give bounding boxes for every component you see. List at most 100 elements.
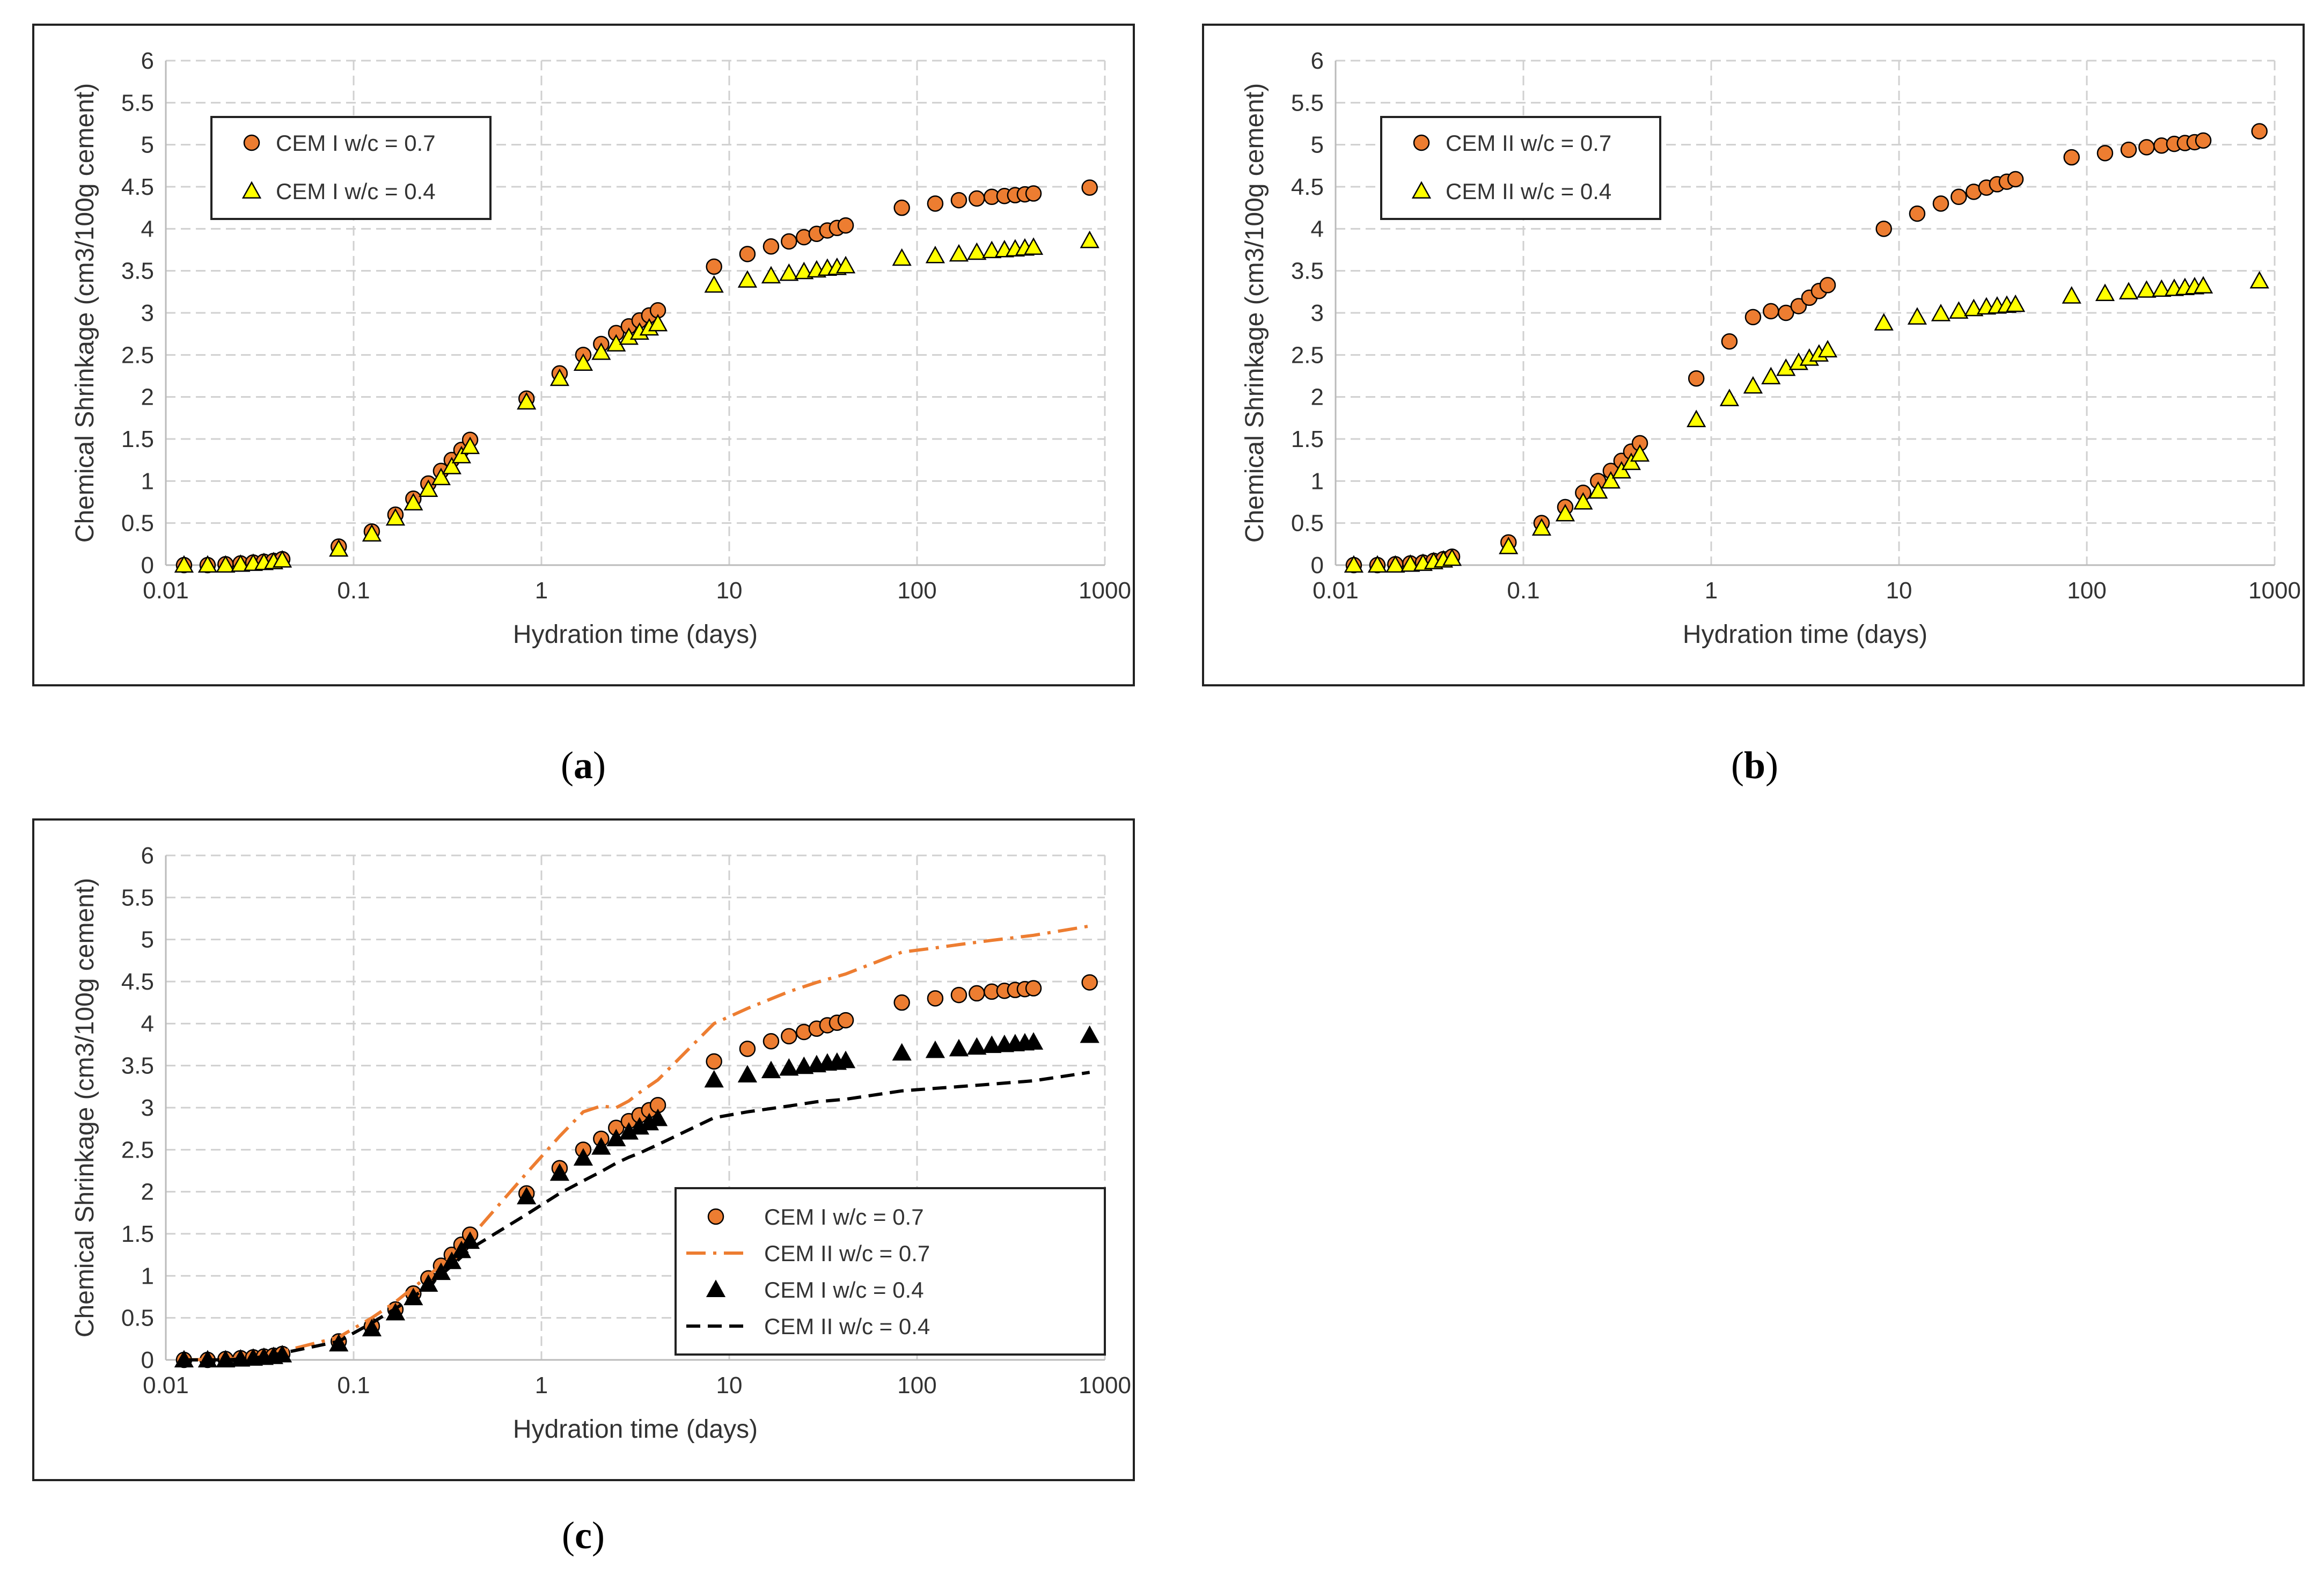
data-point bbox=[2062, 286, 2081, 304]
data-point bbox=[1367, 555, 1388, 573]
x-tick-label: 100 bbox=[897, 1372, 936, 1399]
data-point bbox=[794, 261, 814, 280]
data-point bbox=[763, 238, 780, 255]
data-point bbox=[591, 1137, 611, 1155]
chart-b-svg: 0 0.5 1 1.5 2 2.5 3 3.5 4 4.5 5 5.5 6 0.01 0.1 1 10 100 10… bbox=[1241, 48, 2301, 649]
y-tick-label: 2.5 bbox=[121, 342, 154, 368]
data-point bbox=[892, 248, 912, 266]
data-point bbox=[431, 467, 451, 486]
data-point bbox=[704, 275, 724, 293]
data-point bbox=[549, 368, 570, 386]
data-point bbox=[2005, 294, 2026, 312]
data-point bbox=[1025, 980, 1042, 997]
y-tick-label: 6 bbox=[141, 843, 154, 869]
y-tick-label: 5 bbox=[141, 132, 154, 158]
data-point bbox=[737, 270, 758, 288]
data-point bbox=[1630, 444, 1650, 462]
data-point bbox=[1401, 554, 1420, 572]
y-tick-label: 4.5 bbox=[121, 969, 154, 995]
data-point bbox=[1721, 333, 1738, 350]
x-tick-label: 10 bbox=[716, 1372, 743, 1399]
legend-label: CEM I w/c = 0.4 bbox=[276, 179, 436, 204]
data-point bbox=[573, 353, 593, 371]
series-a-1 bbox=[174, 230, 1099, 573]
data-point bbox=[591, 342, 611, 360]
data-point bbox=[982, 240, 1002, 259]
data-point bbox=[950, 986, 967, 1004]
y-tick-label: 1 bbox=[141, 1263, 154, 1289]
data-point bbox=[2251, 123, 2268, 140]
data-point bbox=[460, 1231, 480, 1249]
data-point bbox=[1932, 195, 1949, 212]
data-point bbox=[329, 539, 349, 557]
data-point bbox=[1907, 307, 1927, 325]
x-tick-label: 0.1 bbox=[337, 577, 370, 604]
legend-label: CEM II w/c = 0.4 bbox=[764, 1314, 930, 1339]
data-point bbox=[648, 313, 668, 332]
data-point bbox=[517, 1187, 537, 1205]
data-point bbox=[761, 266, 781, 284]
legend-a: CEM I w/c = 0.7 CEM I w/c = 0.4 bbox=[210, 116, 492, 220]
data-point bbox=[549, 1163, 570, 1181]
data-point bbox=[2096, 145, 2114, 162]
data-point bbox=[2152, 279, 2172, 297]
data-point bbox=[1951, 188, 1967, 206]
data-point bbox=[1964, 298, 1984, 317]
data-point bbox=[1611, 460, 1631, 479]
data-point bbox=[1531, 518, 1552, 536]
data-point bbox=[1621, 452, 1641, 470]
legend-box bbox=[210, 116, 492, 220]
y-tick-label: 0 bbox=[1311, 552, 1324, 579]
data-point bbox=[835, 255, 856, 274]
data-point bbox=[1023, 237, 1044, 255]
x-tick-label: 1000 bbox=[1079, 1372, 1131, 1399]
series-a-0 bbox=[175, 179, 1098, 574]
y-tick-label: 6 bbox=[1311, 48, 1324, 74]
data-point bbox=[927, 990, 944, 1007]
caption-c-letter: c bbox=[575, 1514, 592, 1557]
data-point bbox=[1909, 205, 1926, 222]
chart-panel-a: 0 0.5 1 1.5 2 2.5 3 3.5 4 4.5 5 5.5 6 0.01 0.1 1 10 100 10… bbox=[32, 24, 1135, 686]
data-point bbox=[362, 1319, 382, 1337]
y-tick-label: 2 bbox=[1311, 384, 1324, 411]
data-point bbox=[1744, 309, 1762, 326]
data-point bbox=[739, 1041, 756, 1057]
data-point bbox=[1601, 471, 1621, 489]
data-point bbox=[1385, 555, 1405, 573]
y-tick-label: 4 bbox=[1311, 216, 1324, 242]
y-tick-label: 2.5 bbox=[1291, 342, 1324, 368]
chart-a-svg: 0 0.5 1 1.5 2 2.5 3 3.5 4 4.5 5 5.5 6 0.01 0.1 1 10 100 10… bbox=[71, 48, 1131, 649]
y-tick-label: 5 bbox=[1311, 132, 1324, 158]
data-point bbox=[1344, 555, 1364, 573]
grid-c bbox=[166, 854, 1106, 1360]
legend-marker bbox=[243, 134, 260, 151]
y-axis-label: Chemical Shrinkage (cm3/100g cement) bbox=[71, 83, 99, 543]
x-tick-label: 1 bbox=[535, 577, 548, 604]
data-point bbox=[706, 1053, 722, 1070]
y-axis-label: Chemical Shrinkage (cm3/100g cement) bbox=[71, 878, 99, 1337]
data-point bbox=[2193, 276, 2213, 294]
data-point bbox=[779, 263, 799, 281]
data-point bbox=[893, 199, 910, 216]
legend-marker bbox=[1411, 181, 1432, 199]
data-point bbox=[451, 445, 472, 464]
data-point bbox=[1081, 974, 1098, 991]
y-tick-label: 5.5 bbox=[121, 90, 154, 116]
data-point bbox=[404, 493, 423, 511]
y-tick-label: 6 bbox=[141, 48, 154, 74]
data-point bbox=[2118, 282, 2139, 299]
data-point bbox=[1023, 1032, 1044, 1050]
data-point bbox=[949, 1038, 969, 1057]
y-tick-label: 3 bbox=[141, 1095, 154, 1121]
legend-label: CEM II w/c = 0.4 bbox=[1446, 179, 1611, 204]
y-axis-label: Chemical Shrinkage (cm3/100g cement) bbox=[1241, 83, 1269, 543]
legend-box bbox=[675, 1187, 1106, 1356]
y-tick-label: 5 bbox=[141, 927, 154, 953]
data-point bbox=[2120, 141, 2137, 158]
series-line bbox=[184, 1071, 1090, 1362]
data-point bbox=[1874, 313, 1894, 331]
series-c-1 bbox=[184, 924, 1090, 1362]
data-point bbox=[419, 479, 438, 497]
data-point bbox=[1776, 358, 1796, 376]
x-axis-label: Hydration time (days) bbox=[513, 620, 758, 649]
